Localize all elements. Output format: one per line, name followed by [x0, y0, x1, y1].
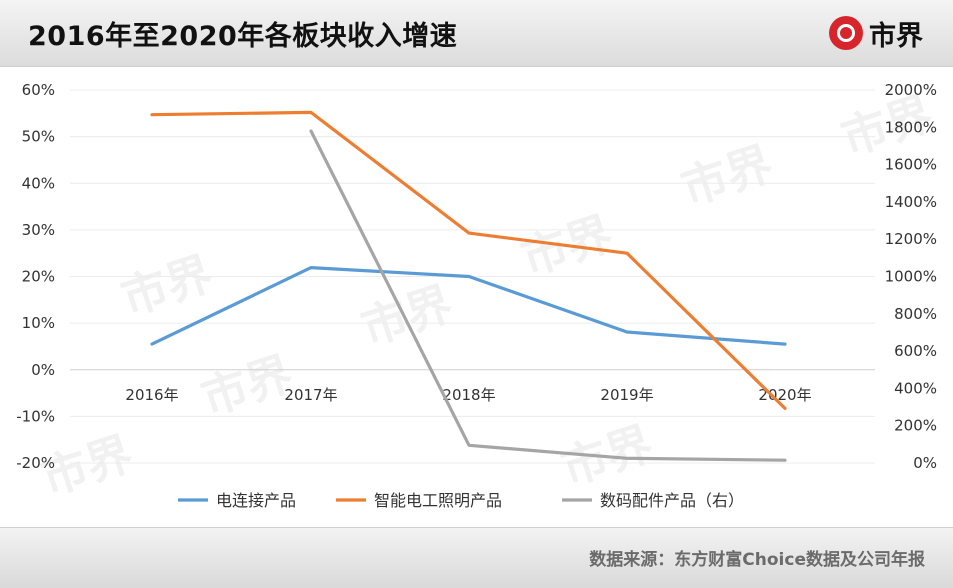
x-axis-ticks: 2016年 2017年 2018年 2019年 2020年: [125, 386, 811, 404]
right-tick-label: 1400%: [885, 193, 937, 211]
right-axis-ticks: 2000% 1800% 1600% 1400% 1200% 1000% 800% 600% 40…: [885, 81, 937, 472]
legend-label: 电连接产品: [216, 491, 296, 510]
left-tick-label: 50%: [22, 128, 55, 146]
series-line: [309, 129, 787, 462]
legend-label: 智能电工照明产品: [374, 491, 502, 510]
right-tick-label: 1800%: [885, 118, 937, 136]
x-tick-label: 2017年: [284, 386, 337, 404]
title-bar: 2016年至2020年各板块收入增速 市界: [0, 0, 953, 67]
legend: 电连接产品 智能电工照明产品 数码配件产品（右）: [178, 491, 744, 510]
left-tick-label: 10%: [22, 314, 55, 332]
x-tick-label: 2016年: [125, 386, 178, 404]
left-tick-label: -20%: [16, 454, 55, 472]
right-tick-label: 1000%: [885, 268, 937, 286]
line-chart: 60% 50% 40% 30% 20% 10% 0% -10% -20% 2000% 1800% 1…: [16, 81, 937, 510]
x-tick-label: 2020年: [758, 386, 811, 404]
left-tick-label: 30%: [22, 221, 55, 239]
x-tick-label: 2018年: [442, 386, 495, 404]
series-lines: [150, 110, 787, 462]
left-tick-label: 20%: [22, 268, 55, 286]
left-tick-label: -10%: [16, 407, 55, 425]
footer-bar: 数据来源：东方财富Choice数据及公司年报: [0, 527, 953, 588]
series-line: [150, 266, 787, 346]
left-tick-label: 0%: [31, 361, 55, 379]
right-tick-label: 1200%: [885, 230, 937, 248]
x-tick-label: 2019年: [600, 386, 653, 404]
left-tick-label: 60%: [22, 81, 55, 99]
right-tick-label: 200%: [894, 417, 937, 435]
logo-text: 市界: [869, 20, 923, 52]
logo-icon: [829, 16, 863, 50]
page-title: 2016年至2020年各板块收入增速: [28, 21, 458, 52]
left-axis-ticks: 60% 50% 40% 30% 20% 10% 0% -10% -20%: [16, 81, 55, 472]
legend-label: 数码配件产品（右）: [600, 491, 744, 510]
series-line: [150, 110, 787, 410]
right-tick-label: 800%: [894, 305, 937, 323]
brand-logo: 市界: [829, 12, 923, 54]
right-tick-label: 400%: [894, 379, 937, 397]
right-tick-label: 600%: [894, 342, 937, 360]
source-note: 数据来源：东方财富Choice数据及公司年报: [589, 550, 925, 570]
left-tick-label: 40%: [22, 174, 55, 192]
right-tick-label: 1600%: [885, 156, 937, 174]
right-tick-label: 2000%: [885, 81, 937, 99]
right-tick-label: 0%: [913, 454, 937, 472]
